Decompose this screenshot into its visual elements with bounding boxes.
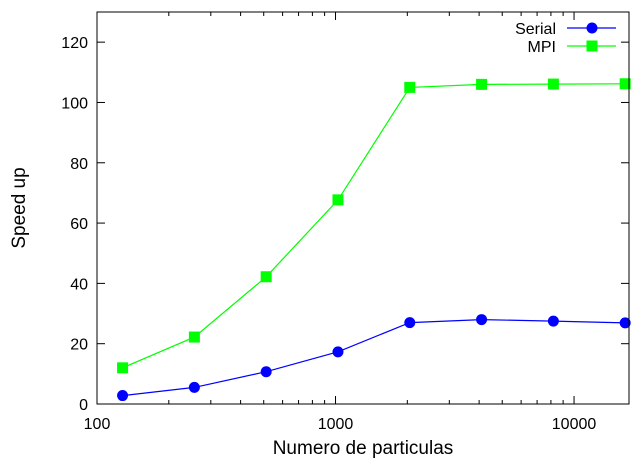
legend-label-mpi: MPI [528,39,556,56]
data-point-serial [547,315,559,327]
data-point-mpi [404,81,416,93]
y-axis-label: Speed up [9,167,30,248]
legend-label-serial: Serial [515,21,556,38]
data-point-serial [260,366,272,378]
data-point-serial [404,317,416,329]
data-point-serial [332,346,344,358]
x-tick-label: 1000 [318,416,354,433]
y-tick-label: 100 [61,95,88,112]
data-point-mpi [117,362,129,374]
data-point-mpi [332,194,344,206]
series-line-mpi [122,83,626,369]
series-layer [117,78,631,402]
data-point-serial [619,317,631,329]
y-tick-label: 0 [79,397,88,414]
data-point-mpi [547,78,559,90]
legend-marker-mpi [586,40,598,52]
x-tick-label: 100 [84,416,111,433]
series-line-serial [122,318,626,397]
data-point-serial [476,314,488,326]
data-point-mpi [260,271,272,283]
y-tick-label: 20 [70,337,88,354]
y-tick-label: 120 [61,35,88,52]
y-tick-label: 60 [70,216,88,233]
data-point-serial [188,381,200,393]
ticks-layer [96,12,629,405]
legend-marker-serial [586,22,598,34]
data-point-serial [117,390,129,402]
x-tick-label: 10000 [552,416,597,433]
data-point-mpi [476,78,488,90]
y-tick-label: 40 [70,276,88,293]
x-axis-label: Numero de particulas [273,438,454,459]
data-point-mpi [619,78,631,90]
tick-labels-layer: 0 20 40 60 80 100 120 100 1000 10000 [61,35,596,433]
data-point-mpi [188,331,200,343]
plot-frame [96,11,630,405]
y-tick-label: 80 [70,156,88,173]
